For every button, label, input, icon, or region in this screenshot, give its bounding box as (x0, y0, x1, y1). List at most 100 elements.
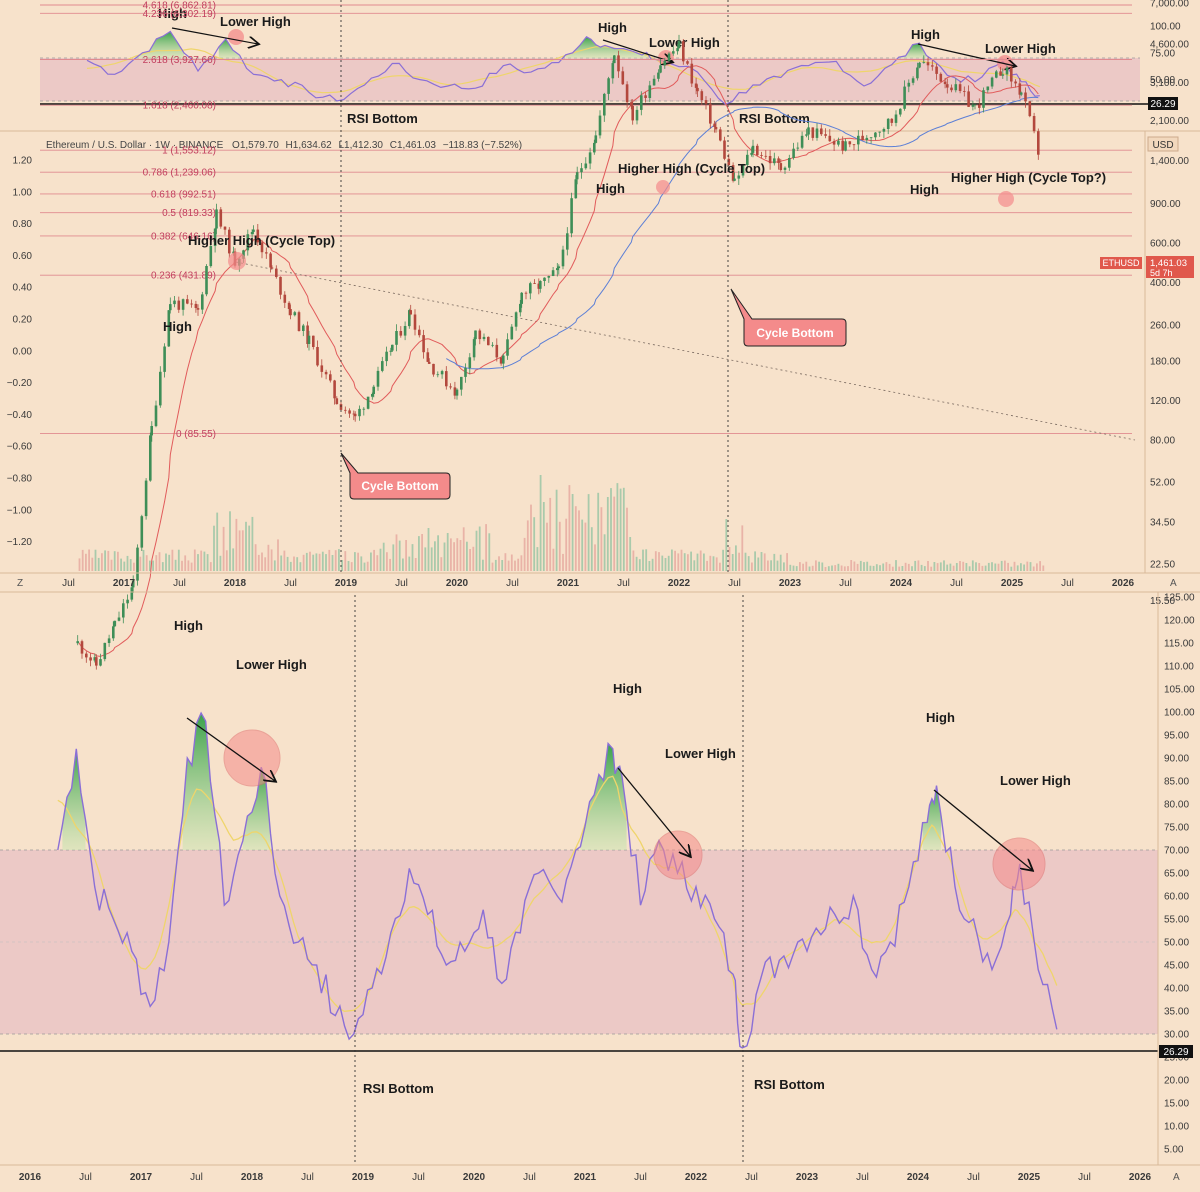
candle (215, 209, 218, 229)
volume-bar (597, 492, 600, 571)
currency-badge[interactable] (1147, 136, 1179, 152)
volume-bar (120, 558, 122, 571)
volume-bar (827, 566, 830, 571)
candle (837, 140, 840, 145)
left-y-tick: −1.00 (7, 505, 33, 516)
volume-bar (914, 560, 917, 571)
rsi-floor-value: 26.29 (1163, 1047, 1188, 1058)
volume-bar (469, 549, 471, 571)
candle (704, 100, 708, 104)
volume-bar (248, 525, 251, 571)
candle (275, 268, 278, 277)
price-x-tick: 2017 (113, 578, 136, 589)
candle (95, 657, 98, 666)
fib-label: 2.618 (3,927.66) (143, 55, 216, 66)
volume-bar (645, 549, 648, 571)
mini-arrow-2018 (171, 27, 258, 44)
volume-bar (600, 507, 603, 571)
candle (403, 326, 407, 336)
volume-bar (139, 556, 142, 571)
mini-label-high-2024: High (911, 27, 940, 42)
bar-countdown: 5d 7h (1150, 268, 1173, 278)
volume-bar (744, 552, 747, 571)
volume-bar (459, 540, 462, 571)
candle (297, 312, 301, 331)
volume-bar (927, 561, 929, 571)
candle (939, 73, 943, 82)
rsi-axis: 125.00 120.00 115.00 110.00 105.00 100.00 95.0… (1164, 593, 1195, 1156)
candle (1032, 116, 1036, 132)
mini-arrow-2024 (917, 43, 1015, 66)
price-x-tick: Jul (173, 578, 186, 589)
volume-bar (520, 555, 523, 571)
volume-bar (891, 566, 894, 571)
volume-bar (648, 561, 651, 571)
left-y-tick: 0.80 (13, 219, 33, 230)
candle (746, 154, 749, 165)
rsi-signal-line (57, 775, 1058, 1012)
volume-bar (267, 544, 270, 571)
candle (539, 281, 542, 289)
volume-bar (133, 562, 135, 571)
candle (631, 105, 634, 121)
volume-bar (1029, 562, 1032, 571)
candle (593, 142, 596, 153)
price-x-tick: Jul (284, 578, 297, 589)
volume-bar (190, 562, 193, 571)
candle (800, 135, 804, 148)
candle (395, 331, 398, 345)
mini-label-rsi-bottom-2022: RSI Bottom (739, 111, 810, 126)
volume-bar (379, 548, 382, 571)
rsi-y-tick: 75.00 (1164, 823, 1189, 834)
volume-bar (264, 557, 267, 571)
candle (1028, 101, 1032, 117)
volume-bar (863, 562, 865, 571)
price-y-tick: 80.00 (1150, 436, 1175, 447)
volume-bar (872, 565, 875, 571)
candle (491, 344, 494, 346)
volume-bar (213, 525, 215, 571)
candle (676, 48, 679, 52)
price-x-tick: Jul (395, 578, 408, 589)
candle (196, 308, 200, 310)
candle (107, 638, 111, 643)
zoom-toggle[interactable]: Z (17, 578, 23, 589)
volume-bar (373, 549, 375, 571)
volume-bar (920, 564, 923, 571)
price-y-tick: 4,600.00 (1150, 40, 1189, 51)
left-y-tick: 1.20 (13, 156, 33, 167)
volume-bar (606, 497, 609, 571)
volume-bar (783, 562, 785, 571)
mini-floor-badge (1148, 97, 1178, 110)
volume-bar (280, 555, 283, 571)
volume-bar (850, 560, 853, 571)
candle (181, 299, 185, 310)
volume-bar (687, 554, 689, 571)
volume-bar (719, 562, 721, 571)
candle (413, 314, 417, 330)
auto-scale-toggle-top[interactable]: A (1170, 578, 1177, 589)
rsi-x-tick: 2016 (19, 1172, 42, 1183)
rsi-x-tick: 2023 (796, 1172, 819, 1183)
volume-bar (549, 497, 552, 571)
rsi-floor-badge (1159, 1045, 1193, 1058)
candle (167, 310, 171, 347)
candle (824, 134, 827, 136)
volume-bar (792, 565, 795, 571)
candle (85, 653, 88, 658)
candle (986, 86, 990, 91)
volume-bar (370, 552, 372, 571)
overbought-fill (242, 767, 271, 850)
volume-bar (168, 554, 171, 571)
candle (348, 410, 351, 414)
volume-bar (779, 554, 782, 571)
candle (436, 374, 440, 376)
candle (499, 357, 503, 364)
rsi-y-tick: 115.00 (1164, 639, 1194, 650)
candle (246, 234, 250, 251)
price-x-tick: 2021 (557, 578, 580, 589)
candle (950, 87, 953, 91)
auto-scale-toggle-bottom[interactable]: A (1173, 1172, 1180, 1183)
left-y-tick: 0.40 (13, 283, 33, 294)
